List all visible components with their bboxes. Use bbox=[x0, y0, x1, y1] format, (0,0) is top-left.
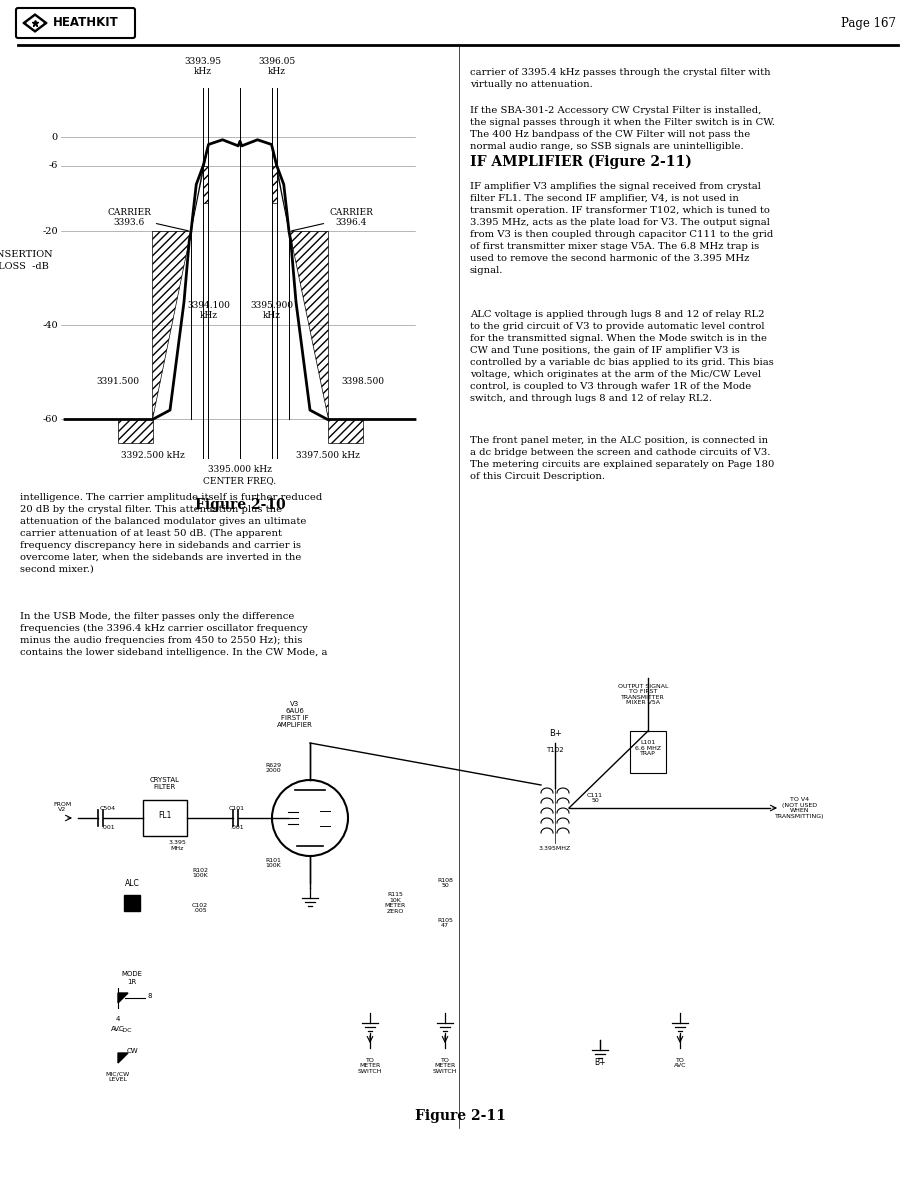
Text: CW: CW bbox=[126, 1048, 138, 1054]
Text: If the SBA-301-2 Accessory CW Crystal Filter is installed,
the signal passes thr: If the SBA-301-2 Accessory CW Crystal Fi… bbox=[470, 106, 775, 151]
Text: T102: T102 bbox=[546, 747, 564, 753]
Text: intelligence. The carrier amplitude itself is further reduced
20 dB by the cryst: intelligence. The carrier amplitude itse… bbox=[20, 493, 322, 574]
Text: C111
50: C111 50 bbox=[587, 792, 603, 803]
Text: -6: -6 bbox=[49, 162, 58, 170]
Text: carrier of 3395.4 kHz passes through the crystal filter with
virtually no attenu: carrier of 3395.4 kHz passes through the… bbox=[470, 68, 770, 89]
Text: 3.395MHZ: 3.395MHZ bbox=[539, 846, 571, 851]
Text: FL1: FL1 bbox=[158, 811, 172, 821]
Text: 3395.000 kHz
CENTER FREQ.: 3395.000 kHz CENTER FREQ. bbox=[204, 465, 276, 485]
Text: 3395.900
kHz: 3395.900 kHz bbox=[250, 301, 293, 321]
Text: The front panel meter, in the ALC position, is connected in
a dc bridge between : The front panel meter, in the ALC positi… bbox=[470, 436, 775, 481]
Text: -40: -40 bbox=[42, 321, 58, 330]
FancyBboxPatch shape bbox=[16, 8, 135, 38]
Text: 3394.100
kHz: 3394.100 kHz bbox=[187, 301, 230, 321]
Polygon shape bbox=[152, 232, 191, 419]
Text: OUTPUT SIGNAL
TO FIRST
TRANSMITTER
MIXER V5A: OUTPUT SIGNAL TO FIRST TRANSMITTER MIXER… bbox=[618, 684, 668, 704]
Text: R629
2000: R629 2000 bbox=[265, 763, 281, 773]
Text: B+: B+ bbox=[594, 1059, 606, 1067]
Text: CRYSTAL
FILTER: CRYSTAL FILTER bbox=[150, 777, 180, 790]
Polygon shape bbox=[118, 1053, 128, 1063]
Text: IF amplifier V3 amplifies the signal received from crystal
filter FL1. The secon: IF amplifier V3 amplifies the signal rec… bbox=[470, 182, 773, 274]
Text: Figure 2-11: Figure 2-11 bbox=[415, 1110, 506, 1123]
Text: 3391.500: 3391.500 bbox=[96, 378, 139, 386]
Text: TO
AVC: TO AVC bbox=[674, 1059, 687, 1068]
Text: IF AMPLIFIER (Figure 2-11): IF AMPLIFIER (Figure 2-11) bbox=[470, 154, 692, 170]
Polygon shape bbox=[203, 165, 208, 203]
Text: MODE
1R: MODE 1R bbox=[121, 972, 142, 985]
Text: L101
6.6 MHZ
TRAP: L101 6.6 MHZ TRAP bbox=[635, 740, 661, 756]
Text: 8: 8 bbox=[148, 993, 152, 999]
Text: MIC/CW
LEVEL: MIC/CW LEVEL bbox=[106, 1072, 130, 1082]
Text: INSERTION
LOSS  -dB: INSERTION LOSS -dB bbox=[0, 251, 53, 271]
Text: FROM
V2: FROM V2 bbox=[53, 802, 71, 813]
FancyBboxPatch shape bbox=[143, 800, 187, 836]
Text: 4: 4 bbox=[116, 1016, 120, 1022]
Text: In the USB Mode, the filter passes only the difference
frequencies (the 3396.4 k: In the USB Mode, the filter passes only … bbox=[20, 612, 328, 657]
Text: 3.395
MHz: 3.395 MHz bbox=[168, 840, 186, 851]
Polygon shape bbox=[272, 165, 276, 203]
Polygon shape bbox=[191, 145, 208, 232]
Polygon shape bbox=[27, 17, 43, 29]
Polygon shape bbox=[289, 232, 328, 419]
Polygon shape bbox=[118, 993, 128, 1003]
Text: Figure 2-10: Figure 2-10 bbox=[195, 498, 285, 512]
Text: CARRIER
3393.6: CARRIER 3393.6 bbox=[107, 208, 188, 230]
FancyBboxPatch shape bbox=[630, 731, 666, 773]
Polygon shape bbox=[118, 419, 152, 443]
Text: 3393.95
kHz: 3393.95 kHz bbox=[185, 57, 222, 76]
Text: Page 167: Page 167 bbox=[841, 17, 896, 30]
Text: 3397.500 kHz: 3397.500 kHz bbox=[296, 451, 360, 460]
Text: ALC voltage is applied through lugs 8 and 12 of relay RL2
to the grid circuit of: ALC voltage is applied through lugs 8 an… bbox=[470, 310, 774, 403]
Text: TO
METER
SWITCH: TO METER SWITCH bbox=[358, 1059, 382, 1074]
Text: .001: .001 bbox=[101, 824, 115, 830]
Text: C504: C504 bbox=[100, 805, 116, 811]
Text: 3392.500 kHz: 3392.500 kHz bbox=[120, 451, 185, 460]
Text: C102
.005: C102 .005 bbox=[192, 903, 208, 914]
Text: 3396.05
kHz: 3396.05 kHz bbox=[258, 57, 296, 76]
Polygon shape bbox=[328, 419, 363, 443]
Text: TO V4
(NOT USED
WHEN
TRANSMITTING): TO V4 (NOT USED WHEN TRANSMITTING) bbox=[775, 797, 824, 819]
Text: AVC: AVC bbox=[111, 1026, 125, 1032]
Polygon shape bbox=[23, 14, 47, 32]
Text: TO
METER
SWITCH: TO METER SWITCH bbox=[432, 1059, 457, 1074]
Text: ALC: ALC bbox=[125, 879, 140, 887]
FancyBboxPatch shape bbox=[124, 895, 140, 911]
Text: R105
47: R105 47 bbox=[437, 917, 453, 928]
Text: CARRIER
3396.4: CARRIER 3396.4 bbox=[292, 208, 373, 230]
Text: B+: B+ bbox=[549, 729, 562, 738]
Text: V3
6AU6
FIRST IF
AMPLIFIER: V3 6AU6 FIRST IF AMPLIFIER bbox=[277, 701, 313, 728]
Text: -20: -20 bbox=[42, 227, 58, 236]
Text: 0: 0 bbox=[52, 133, 58, 141]
Text: HEATHKIT: HEATHKIT bbox=[53, 17, 118, 30]
Text: R115
10K
METER
ZERO: R115 10K METER ZERO bbox=[385, 892, 406, 914]
Text: R101
100K: R101 100K bbox=[265, 858, 281, 868]
Text: .001: .001 bbox=[230, 824, 244, 830]
Text: R108
50: R108 50 bbox=[437, 878, 453, 889]
Text: C101: C101 bbox=[229, 805, 245, 811]
Text: 3398.500: 3398.500 bbox=[341, 378, 384, 386]
Text: - DC: - DC bbox=[118, 1029, 131, 1034]
Text: R102
100K: R102 100K bbox=[192, 867, 208, 878]
Polygon shape bbox=[272, 145, 289, 232]
Text: -60: -60 bbox=[42, 415, 58, 424]
